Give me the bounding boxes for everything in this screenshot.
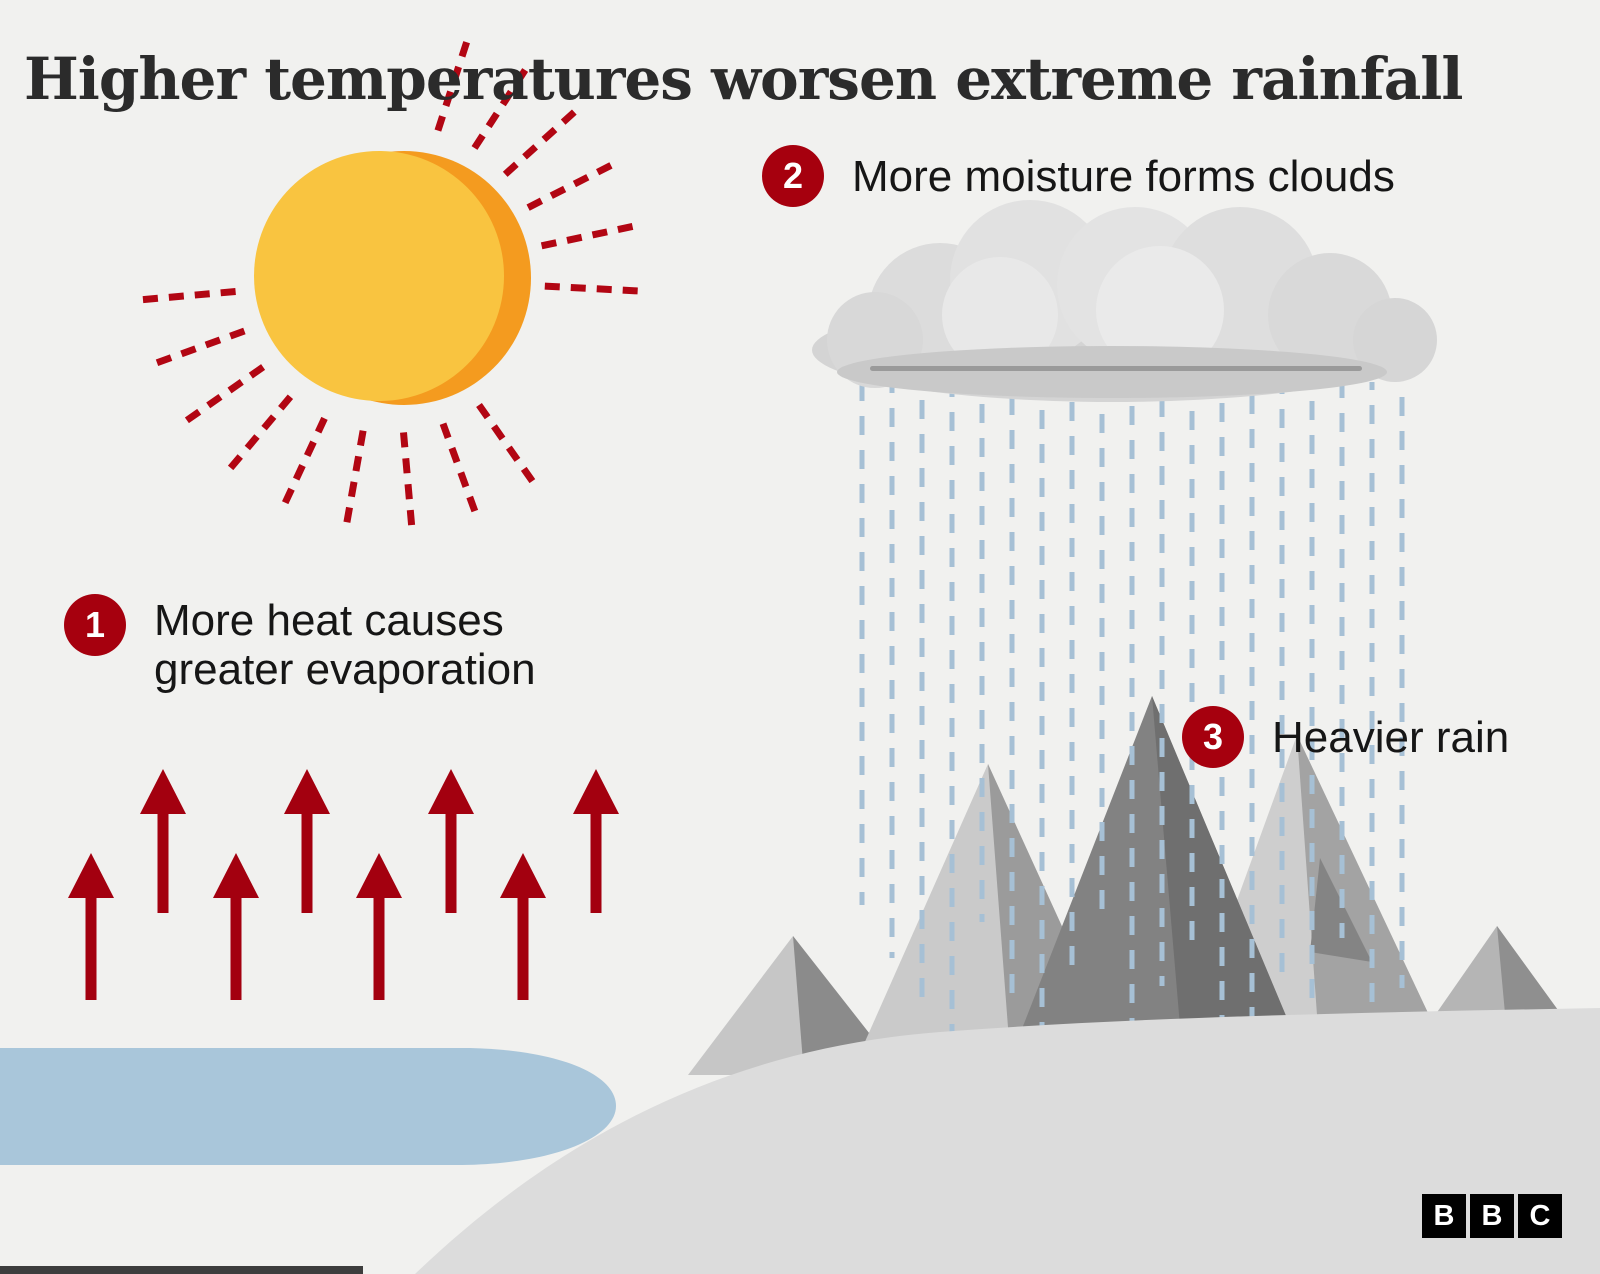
snow-hill — [415, 1008, 1600, 1274]
step-1-badge: 1 — [64, 594, 126, 656]
step-2: 2 More moisture forms clouds — [762, 145, 1395, 207]
water — [0, 1048, 616, 1165]
mountain-mid-right-shade — [1297, 735, 1462, 1085]
step-3-badge: 3 — [1182, 706, 1244, 768]
bbc-logo-letter-3: C — [1518, 1194, 1562, 1238]
cloud-puffs — [812, 200, 1437, 402]
step-2-label: More moisture forms clouds — [852, 151, 1395, 201]
sun-illustration — [135, 34, 645, 533]
cloud-base-line — [870, 366, 1362, 371]
step-1-label: More heat causes greater evaporation — [154, 596, 536, 694]
step-3: 3 Heavier rain — [1182, 706, 1509, 768]
bbc-logo: B B C — [1422, 1194, 1562, 1238]
bbc-logo-letter-2: B — [1470, 1194, 1514, 1238]
bbc-logo-letter-1: B — [1422, 1194, 1466, 1238]
bottom-strip — [0, 1266, 363, 1274]
page-title: Higher temperatures worsen extreme rainf… — [24, 44, 1463, 113]
step-3-label: Heavier rain — [1272, 712, 1510, 762]
step-1-label-line1: More heat causes — [154, 596, 504, 645]
cloud-illustration — [812, 200, 1437, 402]
evaporation-arrows-illustration — [68, 769, 619, 1000]
sun-disc — [254, 151, 504, 401]
sun-rays — [135, 34, 645, 533]
step-2-badge: 2 — [762, 145, 824, 207]
step-1-label-line2: greater evaporation — [154, 645, 536, 694]
rain-lines — [859, 382, 1405, 1048]
step-1: 1 More heat causes greater evaporation — [64, 594, 536, 694]
up-arrows — [68, 769, 619, 1000]
mountain-mid-right-patch — [1310, 858, 1372, 962]
